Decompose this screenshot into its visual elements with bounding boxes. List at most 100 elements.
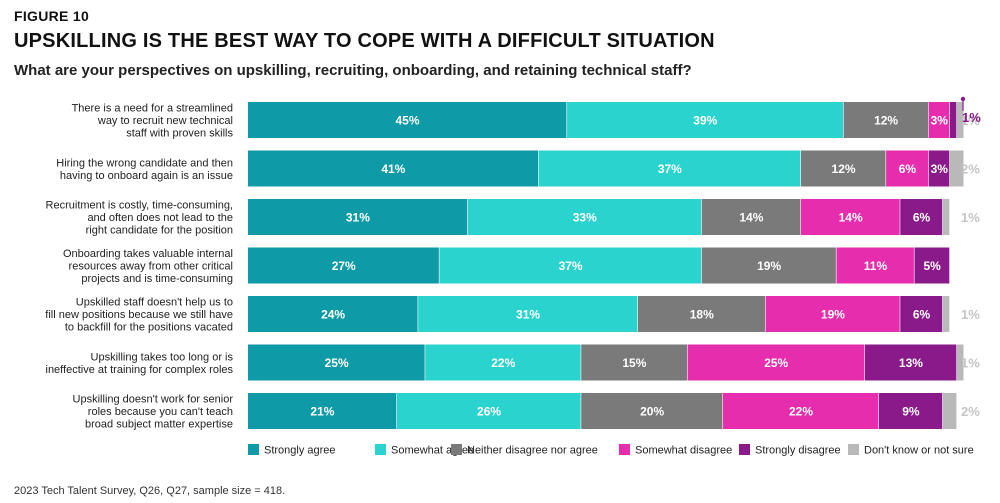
bar-segment-somewhat-disagree	[886, 150, 929, 187]
bar-segment-strongly-agree	[248, 296, 418, 332]
data-label: 15%	[622, 356, 646, 370]
bar-segment-strongly-disagree	[879, 393, 943, 429]
data-label: 24%	[321, 308, 345, 322]
legend-label: Somewhat disagree	[635, 445, 732, 457]
data-label: 6%	[899, 162, 917, 176]
data-label: 37%	[559, 259, 583, 273]
data-label: 22%	[789, 405, 813, 419]
data-label: 9%	[902, 405, 920, 419]
legend-swatch	[739, 444, 750, 455]
bar-segment-strongly-agree	[248, 393, 397, 429]
legend-swatch	[848, 444, 859, 455]
outside-label: 1%	[961, 113, 980, 128]
bar-segment-neither-disagree-nor-agree	[701, 247, 836, 284]
outside-label: 1%	[961, 356, 980, 371]
legend-swatch	[248, 444, 259, 455]
bar-segment-neither-disagree-nor-agree	[581, 393, 723, 429]
legend-swatch	[375, 444, 386, 455]
stacked-bar-chart: There is a need for a streamlined way to …	[45, 96, 981, 457]
bar-segment-somewhat-agree	[538, 150, 801, 187]
category-label: Upskilling doesn't work for senior roles …	[73, 394, 234, 431]
bar-segment-somewhat-disagree	[801, 199, 900, 235]
category-label: Upskilled staff doesn't help us to fill n…	[45, 297, 233, 334]
data-label: 20%	[640, 405, 664, 419]
category-label: Recruitment is costly, time-consuming, an…	[46, 200, 233, 237]
bar-segment-somewhat-disagree	[928, 102, 950, 138]
data-label: 11%	[864, 259, 888, 273]
data-label: 14%	[739, 211, 763, 225]
data-label: 25%	[764, 356, 788, 370]
bar-segment-somewhat-disagree	[836, 247, 914, 284]
legend-label: Strongly agree	[264, 445, 336, 457]
data-label: 18%	[690, 308, 714, 322]
data-label: 26%	[477, 405, 501, 419]
data-label: 14%	[839, 211, 863, 225]
source-note: 2023 Tech Talent Survey, Q26, Q27, sampl…	[14, 485, 286, 497]
data-label: 22%	[491, 356, 515, 370]
data-label: 31%	[346, 211, 370, 225]
category-label: Upskilling takes too long or is ineffecti…	[46, 351, 234, 376]
bar-segment-strongly-disagree	[864, 344, 957, 381]
bar-segment-strongly-disagree	[900, 199, 943, 235]
chart-title: UPSKILLING IS THE BEST WAY TO COPE WITH …	[14, 30, 715, 52]
category-label: There is a need for a streamlined way to …	[72, 103, 234, 140]
legend-label: Strongly disagree	[755, 445, 841, 457]
legend-label: Don't know or not sure	[864, 445, 974, 457]
bar-segment-neither-disagree-nor-agree	[701, 199, 801, 235]
outside-label: 2%	[961, 162, 980, 177]
outside-label: 1%	[961, 210, 980, 225]
callout-dot	[960, 96, 966, 102]
data-label: 6%	[913, 211, 931, 225]
bar-segment-neither-disagree-nor-agree	[801, 150, 886, 187]
data-label: 33%	[573, 211, 597, 225]
bar-segment-strongly-agree	[248, 344, 425, 381]
legend-swatch	[619, 444, 630, 455]
bar-segment-neither-disagree-nor-agree	[843, 102, 929, 138]
data-label: 31%	[516, 308, 540, 322]
bar-segment-somewhat-disagree	[765, 296, 900, 332]
bar-segment-don-t-know-or-not-sure	[957, 344, 964, 381]
bar-segment-don-t-know-or-not-sure	[949, 150, 964, 187]
bar-segment-neither-disagree-nor-agree	[581, 344, 687, 381]
bar-segment-don-t-know-or-not-sure	[942, 393, 957, 429]
bar-segment-strongly-agree	[248, 199, 468, 235]
figure-label: FIGURE 10	[14, 8, 90, 24]
bar-segment-strongly-agree	[248, 247, 439, 284]
data-label: 21%	[310, 405, 334, 419]
legend-label: Neither disagree nor agree	[467, 445, 598, 457]
data-label: 19%	[757, 259, 781, 273]
bar-segment-strongly-disagree	[928, 150, 950, 187]
data-label: 12%	[832, 162, 856, 176]
bar-segment-somewhat-agree	[418, 296, 638, 332]
bar-segment-strongly-disagree	[900, 296, 943, 332]
chart-subtitle: What are your perspectives on upskilling…	[14, 62, 692, 79]
data-label: 25%	[325, 356, 349, 370]
category-label: Hiring the wrong candidate and then havin…	[56, 157, 233, 182]
data-label: 41%	[381, 162, 405, 176]
data-label: 5%	[924, 259, 942, 273]
bar-segment-somewhat-agree	[467, 199, 702, 235]
data-label: 39%	[693, 114, 717, 128]
bar-segment-somewhat-agree	[439, 247, 702, 284]
bar-segment-somewhat-agree	[567, 102, 843, 138]
legend-swatch	[451, 444, 462, 455]
bar-segment-somewhat-agree	[396, 393, 581, 429]
bar-segment-don-t-know-or-not-sure	[942, 199, 950, 235]
bar-segment-somewhat-disagree	[687, 344, 865, 381]
bar-segment-don-t-know-or-not-sure	[942, 296, 950, 332]
bar-segment-strongly-agree	[248, 150, 539, 187]
data-label: 13%	[899, 356, 923, 370]
bar-segment-strongly-disagree	[949, 102, 957, 138]
data-label: 19%	[821, 308, 845, 322]
data-label: 3%	[931, 114, 949, 128]
outside-label: 2%	[961, 404, 980, 419]
bar-segment-neither-disagree-nor-agree	[637, 296, 765, 332]
data-label: 45%	[396, 114, 420, 128]
bar-segment-strongly-agree	[248, 102, 567, 138]
data-label: 12%	[874, 114, 898, 128]
data-label: 37%	[658, 162, 682, 176]
bar-segment-somewhat-disagree	[723, 393, 879, 429]
bar-segment-somewhat-agree	[425, 344, 581, 381]
data-label: 27%	[332, 259, 356, 273]
outside-label: 1%	[961, 307, 980, 322]
